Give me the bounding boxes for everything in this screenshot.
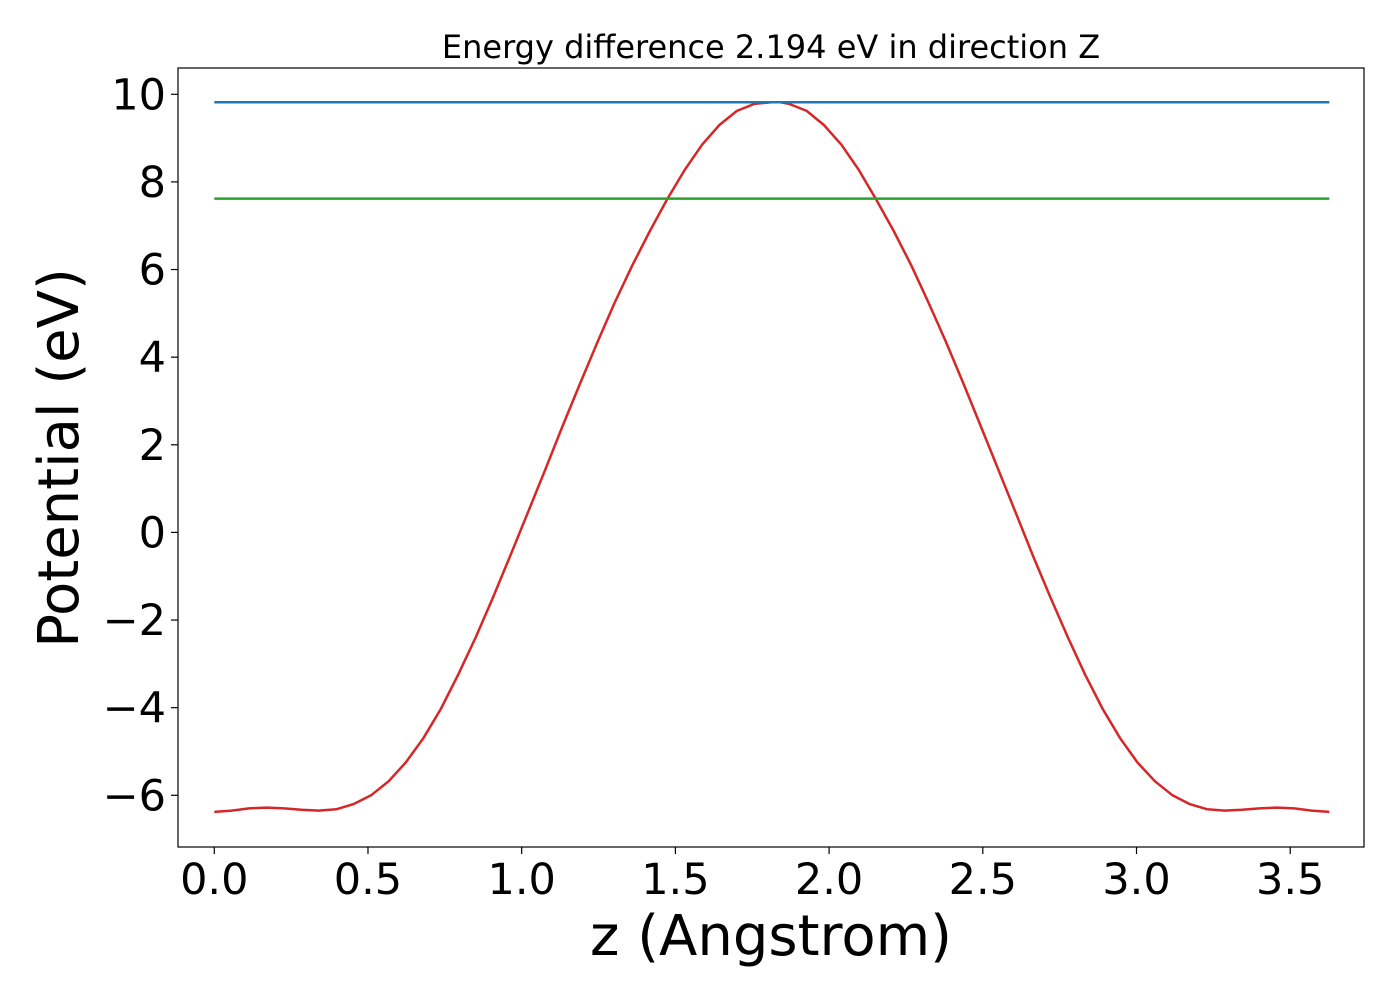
y-tick-label: 4 <box>139 333 166 383</box>
x-axis-ticks: 0.0 0.5 1.0 1.5 2.0 2.5 3.0 3.5 <box>180 847 1324 905</box>
y-tick-label: −6 <box>103 771 166 821</box>
y-tick-label: −2 <box>103 596 166 646</box>
x-tick-label: 2.5 <box>949 855 1017 905</box>
y-tick-label: 0 <box>139 508 166 558</box>
x-tick-label: 1.5 <box>641 855 709 905</box>
x-tick-label: 2.0 <box>795 855 863 905</box>
series-layer <box>214 100 1330 814</box>
y-tick-label: 2 <box>139 421 166 471</box>
x-tick-label: 1.0 <box>487 855 555 905</box>
y-tick-label: 10 <box>111 70 166 120</box>
chart-title: Energy difference 2.194 eV in direction … <box>442 28 1100 66</box>
y-tick-label: 6 <box>139 246 166 296</box>
x-tick-label: 0.0 <box>180 855 248 905</box>
series-line-1 <box>214 100 1330 814</box>
x-tick-label: 3.5 <box>1256 855 1324 905</box>
y-axis-label: Potential (eV) <box>27 268 92 648</box>
x-tick-label: 0.5 <box>334 855 402 905</box>
y-tick-label: 8 <box>139 158 166 208</box>
y-tick-label: −4 <box>103 684 166 734</box>
y-axis-ticks: −6 −4 −2 0 2 4 6 8 10 <box>103 70 178 821</box>
x-tick-label: 3.0 <box>1102 855 1170 905</box>
plot-frame <box>177 67 1365 848</box>
x-axis-label: z (Angstrom) <box>590 904 952 969</box>
